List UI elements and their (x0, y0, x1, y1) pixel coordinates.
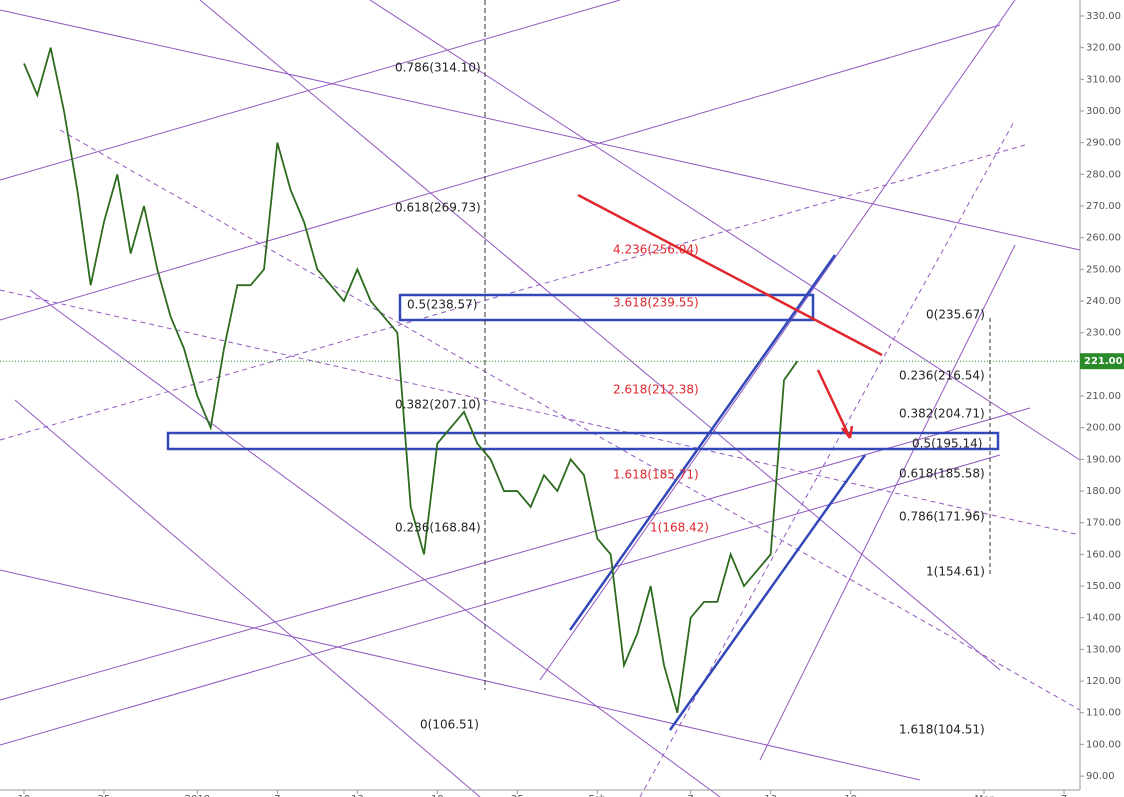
y-tick-label: 320.00 (1086, 43, 1121, 54)
y-tick-label: 90.00 (1086, 771, 1115, 782)
y-tick-label: 290.00 (1086, 138, 1121, 149)
x-tick-label: 7 (274, 794, 280, 797)
y-tick-label: 150.00 (1086, 581, 1121, 592)
current-price-box (1080, 353, 1124, 370)
x-tick-label: Feb (588, 794, 606, 797)
fib-label: 0.786(171.96) (899, 510, 985, 524)
fib-label: 0.5(238.57) (407, 298, 477, 312)
y-tick-label: 260.00 (1086, 233, 1121, 244)
y-tick-label: 130.00 (1086, 644, 1121, 655)
y-tick-label: 200.00 (1086, 423, 1121, 434)
x-tick-label: 13 (764, 794, 777, 797)
y-tick-label: 170.00 (1086, 518, 1121, 529)
y-tick-label: 330.00 (1086, 11, 1121, 22)
y-tick-label: 310.00 (1086, 74, 1121, 85)
fib-label: 0(235.67) (926, 308, 985, 322)
x-tick-label: 19 (18, 794, 31, 797)
y-tick-label: 280.00 (1086, 169, 1121, 180)
x-tick-label: 13 (351, 794, 364, 797)
y-tick-label: 110.00 (1086, 708, 1121, 719)
y-tick-label: 100.00 (1086, 739, 1121, 750)
y-tick-label: 270.00 (1086, 201, 1121, 212)
y-tick-label: 190.00 (1086, 454, 1121, 465)
resistance-line (577, 193, 883, 357)
fib-label: 1(154.61) (926, 565, 985, 579)
fib-label: 0.236(168.84) (395, 521, 481, 535)
fib-label: 3.618(239.55) (613, 296, 699, 310)
channel-line (568, 254, 837, 631)
zone-box (166, 431, 1000, 451)
y-tick-label: 230.00 (1086, 328, 1121, 339)
y-tick-label: 180.00 (1086, 486, 1121, 497)
trend-lines (0, 0, 1081, 797)
x-tick-label: 7 (1061, 794, 1067, 797)
fib-label: 2.618(212.38) (613, 383, 699, 397)
y-tick-label: 120.00 (1086, 676, 1121, 687)
x-tick-label: 25 (511, 794, 524, 797)
y-tick-label: 140.00 (1086, 613, 1121, 624)
x-tick-label: 19 (431, 794, 444, 797)
fib-label: 0.382(204.71) (899, 407, 985, 421)
fib-label: 4.236(256.04) (613, 243, 699, 257)
price-marks (23, 47, 799, 713)
price-line (23, 47, 799, 713)
fib-label: 0.382(207.10) (395, 398, 481, 412)
arrow (816, 369, 854, 439)
fib-label: 0.5(195.14) (912, 437, 982, 451)
current-price-label: 221.00 (1084, 356, 1123, 367)
y-tick-label: 250.00 (1086, 264, 1121, 275)
x-tick-label: 19 (844, 794, 857, 797)
fib-labels: 0.786(314.10) 0.618(269.73) 4.236(256.04… (395, 61, 985, 737)
fib-label: 1.618(185.71) (613, 468, 699, 482)
x-tick-label: 7 (687, 794, 693, 797)
zone-box (398, 293, 815, 322)
y-tick-label: 160.00 (1086, 549, 1121, 560)
fib-label: 0(106.51) (420, 718, 479, 732)
channel-line (668, 454, 867, 731)
fib-label: 1(168.42) (650, 521, 709, 535)
fib-label: 0.618(185.58) (899, 467, 985, 481)
fib-label: 0.236(216.54) (899, 369, 985, 383)
fib-label: 1.618(104.51) (899, 723, 985, 737)
x-tick-label: 2018 (185, 794, 210, 797)
y-tick-label: 240.00 (1086, 296, 1121, 307)
fib-label: 0.618(269.73) (395, 201, 481, 215)
y-tick-label: 210.00 (1086, 391, 1121, 402)
x-tick-label: 25 (98, 794, 111, 797)
fib-label: 0.786(314.10) (395, 61, 481, 75)
y-tick-label: 300.00 (1086, 106, 1121, 117)
x-tick-label: Mar (975, 794, 995, 797)
